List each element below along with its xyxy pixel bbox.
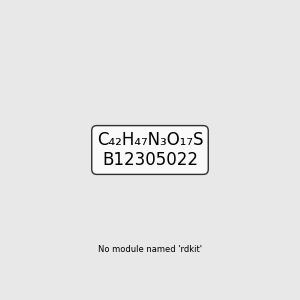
Text: C₄₂H₄₇N₃O₁₇S
B12305022: C₄₂H₄₇N₃O₁₇S B12305022 xyxy=(97,130,203,170)
Text: No module named 'rdkit': No module named 'rdkit' xyxy=(98,245,202,254)
